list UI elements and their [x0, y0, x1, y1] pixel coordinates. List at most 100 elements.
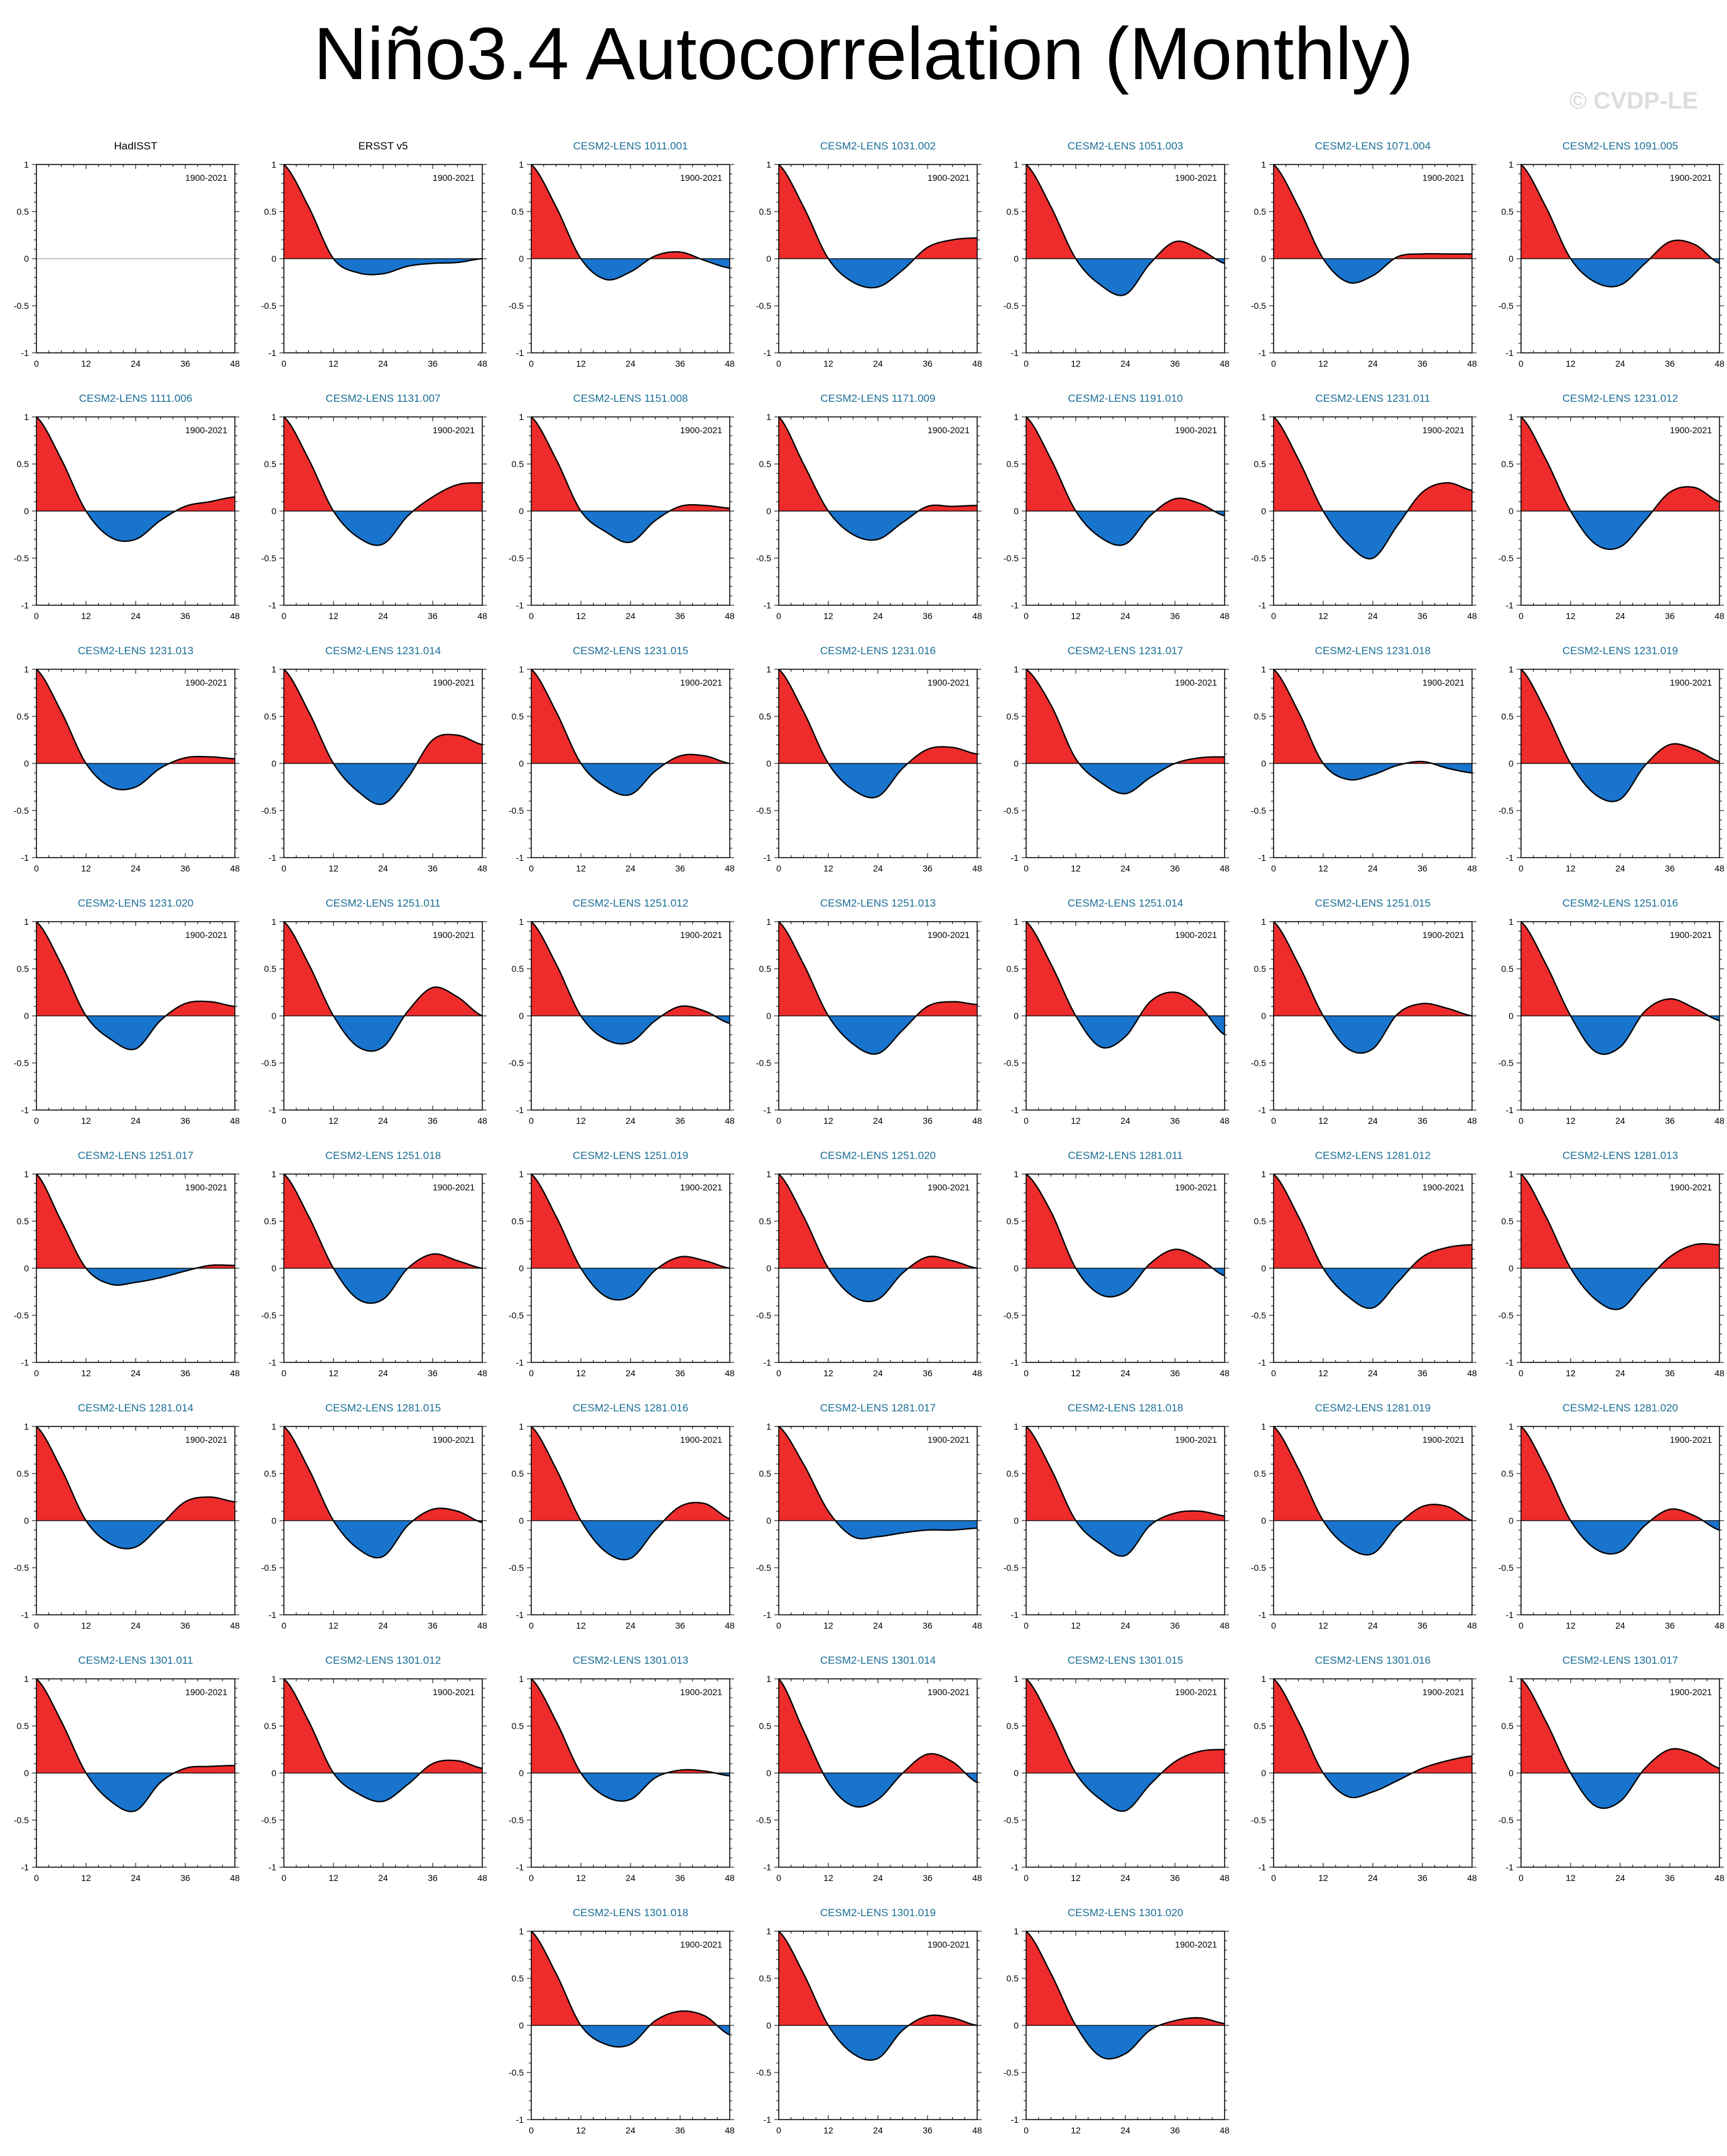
positive-area [284, 164, 482, 259]
panel-title: CESM2-LENS 1301.014 [820, 1654, 936, 1666]
x-tick-label: 0 [776, 1368, 781, 1378]
x-tick-label: 0 [1519, 1873, 1524, 1883]
panel-title: CESM2-LENS 1301.017 [1562, 1654, 1678, 1666]
panel-title: CESM2-LENS 1301.016 [1315, 1654, 1431, 1666]
x-tick-label: 48 [972, 1620, 982, 1630]
x-tick-label: 48 [1467, 1368, 1477, 1378]
y-tick-label: -0.5 [261, 1058, 276, 1068]
y-tick-label: -0.5 [1004, 1815, 1019, 1825]
x-tick-label: 24 [873, 1368, 883, 1378]
y-tick-label: -1 [1011, 1610, 1019, 1620]
x-tick-label: 24 [378, 1368, 388, 1378]
y-tick-label: 0 [766, 506, 771, 516]
y-tick-label: 1 [766, 412, 771, 422]
positive-area [531, 669, 730, 763]
positive-area [531, 1426, 730, 1521]
positive-area [1026, 1679, 1225, 1773]
chart-panel: CESM2-LENS 1301.015 1900-2021 0 12 24 36 48 -1 -… [1004, 1654, 1230, 1883]
y-tick-label: 1 [24, 1169, 29, 1179]
autocorrelation-line [778, 1173, 978, 1303]
y-tick-label: 0.5 [1007, 1721, 1019, 1731]
y-tick-label: 1 [519, 664, 524, 674]
x-tick-label: 36 [675, 2125, 685, 2135]
y-tick-label: -1 [1506, 1357, 1514, 1367]
x-tick-label: 48 [1220, 1368, 1230, 1378]
x-tick-label: 36 [180, 863, 190, 873]
x-tick-label: 48 [1467, 863, 1477, 873]
x-tick-label: 0 [281, 1620, 286, 1630]
panel-title: CESM2-LENS 1281.016 [573, 1402, 688, 1414]
y-tick-label: 0.5 [759, 1721, 772, 1731]
y-tick-label: -1 [21, 1610, 30, 1620]
x-tick-label: 24 [625, 863, 636, 873]
y-tick-label: -0.5 [14, 301, 29, 311]
chart-panel: CESM2-LENS 1281.016 1900-2021 0 12 24 36 48 -1 -… [509, 1402, 735, 1630]
period-label: 1900-2021 [1175, 173, 1217, 183]
y-tick-label: -1 [1506, 600, 1514, 610]
y-tick-label: -0.5 [509, 1815, 524, 1825]
x-tick-label: 24 [1615, 358, 1625, 369]
y-tick-label: -0.5 [756, 1563, 771, 1573]
autocorrelation-line [36, 1426, 236, 1550]
x-tick-label: 36 [675, 611, 685, 621]
y-tick-label: -0.5 [14, 1310, 29, 1320]
y-tick-label: 0 [1014, 1768, 1019, 1778]
autocorrelation-line [1026, 1426, 1225, 1557]
period-label: 1900-2021 [185, 1435, 227, 1445]
y-tick-label: -1 [764, 348, 772, 358]
chart-panel: CESM2-LENS 1281.015 1900-2021 0 12 24 36 48 -1 -… [261, 1402, 487, 1630]
y-tick-label: 0.5 [1254, 1216, 1267, 1226]
y-tick-label: 1 [766, 664, 771, 674]
positive-area [284, 1174, 482, 1268]
x-tick-label: 48 [972, 863, 982, 873]
x-tick-label: 24 [378, 358, 388, 369]
y-tick-label: 0 [519, 1768, 524, 1778]
panel-title: CESM2-LENS 1231.018 [1315, 645, 1431, 657]
x-tick-label: 0 [281, 1116, 286, 1126]
period-label: 1900-2021 [185, 425, 227, 435]
chart-panel: CESM2-LENS 1301.016 1900-2021 0 12 24 36 48 -1 -… [1251, 1654, 1477, 1883]
positive-area [531, 164, 730, 259]
x-tick-label: 36 [923, 2125, 933, 2135]
negative-area [284, 1773, 482, 1802]
y-tick-label: 0 [519, 758, 524, 768]
y-tick-label: -1 [1011, 1357, 1019, 1367]
positive-area [779, 417, 977, 511]
y-tick-label: 1 [1014, 159, 1019, 170]
period-label: 1900-2021 [1670, 677, 1712, 687]
x-tick-label: 0 [529, 611, 534, 621]
x-tick-label: 36 [428, 1368, 438, 1378]
y-tick-label: 0.5 [1502, 207, 1514, 217]
x-tick-label: 24 [625, 611, 636, 621]
x-tick-label: 36 [923, 1368, 933, 1378]
y-tick-label: -1 [21, 853, 30, 863]
y-tick-label: 1 [271, 1674, 276, 1684]
x-tick-label: 24 [378, 1620, 388, 1630]
negative-area [36, 1773, 235, 1812]
x-tick-label: 12 [823, 1620, 833, 1630]
y-tick-label: -1 [516, 600, 524, 610]
chart-panel: CESM2-LENS 1251.014 1900-2021 0 12 24 36 48 -1 -… [1004, 897, 1230, 1126]
positive-area [531, 417, 730, 511]
period-label: 1900-2021 [185, 173, 227, 183]
y-tick-label: 0.5 [512, 964, 524, 974]
negative-area [779, 763, 977, 798]
y-tick-label: 1 [1508, 1674, 1513, 1684]
x-tick-label: 0 [776, 611, 781, 621]
x-tick-label: 12 [1318, 1620, 1328, 1630]
y-tick-label: 1 [519, 159, 524, 170]
y-tick-label: 0 [271, 1516, 276, 1526]
x-tick-label: 48 [1220, 1620, 1230, 1630]
y-tick-label: -0.5 [509, 2067, 524, 2078]
y-tick-label: 1 [1508, 1169, 1513, 1179]
negative-area [779, 1521, 977, 1539]
y-tick-label: 0.5 [1254, 207, 1267, 217]
autocorrelation-line [283, 1173, 483, 1304]
y-tick-label: 1 [271, 412, 276, 422]
y-tick-label: 0.5 [1007, 711, 1019, 721]
y-tick-label: 0 [24, 1768, 29, 1778]
x-tick-label: 36 [923, 1620, 933, 1630]
y-tick-label: 0.5 [17, 711, 30, 721]
y-tick-label: 0 [24, 1263, 29, 1273]
y-tick-label: -0.5 [14, 1563, 29, 1573]
